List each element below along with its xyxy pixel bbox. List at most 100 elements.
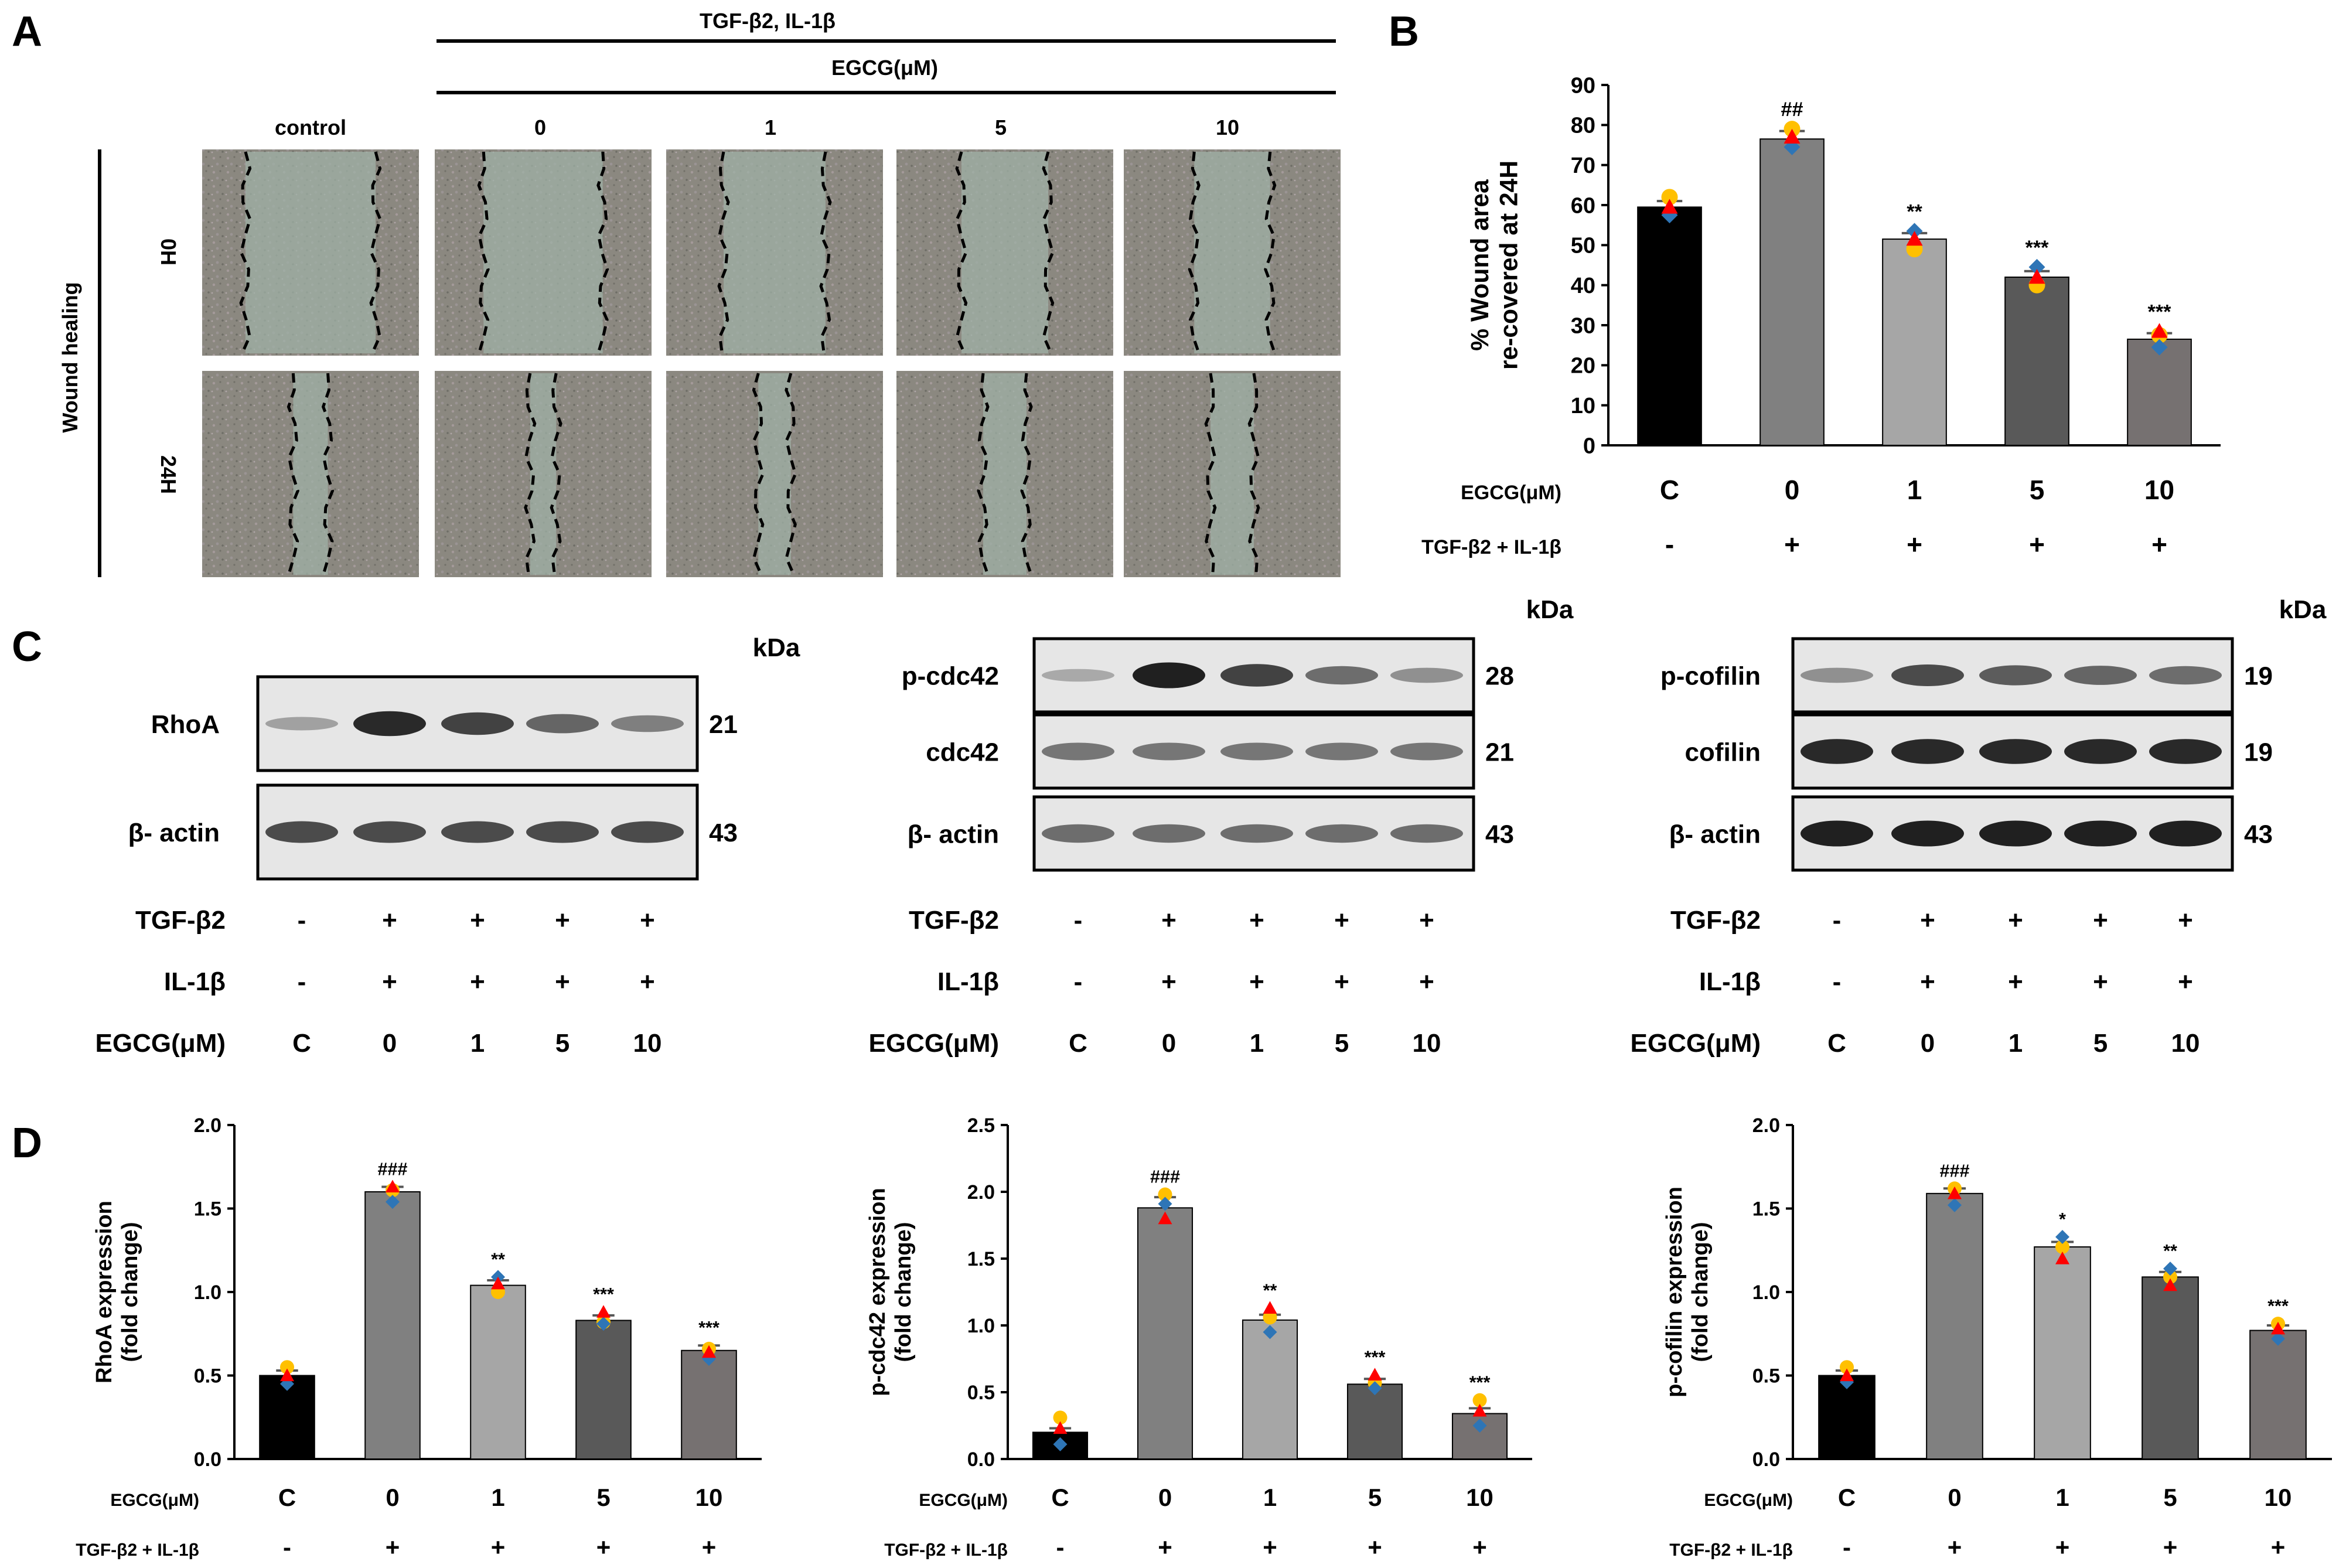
data-point-diamond xyxy=(596,1317,611,1331)
blot-band xyxy=(2064,820,2137,847)
data-point-diamond xyxy=(1158,1197,1172,1211)
wound-gap xyxy=(961,152,1048,353)
blot-band xyxy=(1220,824,1293,843)
row-label-24h: 24H xyxy=(156,455,180,494)
data-point-diamond xyxy=(1263,1325,1277,1339)
treatment-value: - xyxy=(1074,906,1083,935)
wound-gap xyxy=(245,152,376,353)
column-label-control: control xyxy=(275,115,346,139)
kda-header: kDa xyxy=(1526,595,1574,624)
blot-label: cdc42 xyxy=(926,738,999,767)
blot-band xyxy=(1979,665,2052,686)
blot-band xyxy=(1042,669,1114,682)
treatment-value: 5 xyxy=(1335,1029,1349,1058)
significance-label: ### xyxy=(1939,1161,1969,1181)
treatment-value: + xyxy=(470,906,485,935)
data-point-triangle xyxy=(491,1276,505,1290)
egcg-header: EGCG(μM) xyxy=(831,56,938,80)
category-label: 10 xyxy=(1466,1484,1493,1511)
blot-band xyxy=(1801,739,1873,764)
y-tick-label: 1.5 xyxy=(967,1248,995,1270)
category-label: 10 xyxy=(2144,475,2174,505)
category-label: 1 xyxy=(491,1484,504,1511)
data-point-circle xyxy=(2055,1240,2069,1255)
row-label-egcg: EGCG(μM) xyxy=(1704,1491,1793,1510)
y-tick-label: 0.0 xyxy=(1752,1448,1780,1471)
blot-label: p-cdc42 xyxy=(902,662,999,691)
blot-band xyxy=(1305,824,1378,843)
data-point-triangle xyxy=(1472,1403,1487,1417)
treatment-sign: + xyxy=(2055,1533,2070,1561)
bar-1 xyxy=(1242,1319,1298,1460)
blot-band xyxy=(2064,739,2137,764)
treatment-value: + xyxy=(1161,967,1177,996)
significance-label: ** xyxy=(491,1249,505,1269)
data-point-triangle xyxy=(1906,231,1923,246)
treatment-value: + xyxy=(555,906,570,935)
treatment-row-label: IL-1β xyxy=(164,967,226,996)
data-point-triangle xyxy=(1784,128,1801,144)
data-point-triangle xyxy=(1948,1186,1962,1199)
category-label: 5 xyxy=(596,1484,610,1511)
significance-label: ### xyxy=(1150,1167,1180,1187)
treatment-value: 10 xyxy=(2171,1029,2200,1058)
significance-label: *** xyxy=(1365,1347,1386,1367)
data-point-circle xyxy=(2163,1270,2177,1284)
treatment-sign: + xyxy=(702,1533,717,1561)
treatment-row-label: IL-1β xyxy=(937,967,999,996)
significance-label: ** xyxy=(2163,1241,2177,1261)
bar-0 xyxy=(1137,1207,1194,1460)
data-point-diamond xyxy=(2055,1229,2069,1244)
data-point-diamond xyxy=(2028,258,2045,275)
treatment-value: + xyxy=(382,906,397,935)
wound-gap xyxy=(724,152,826,353)
blot-band xyxy=(1042,824,1114,843)
significance-label: ** xyxy=(1263,1280,1277,1300)
wound-boundary xyxy=(239,151,382,354)
row-label-treatment: TGF-β2 + IL-1β xyxy=(1669,1540,1793,1560)
significance-label: ## xyxy=(1781,98,1803,121)
y-axis-label: % Wound area xyxy=(1466,179,1494,351)
kda-value: 19 xyxy=(2244,738,2273,767)
bar-C xyxy=(1818,1375,1876,1460)
data-point-circle xyxy=(280,1360,294,1375)
data-point-triangle xyxy=(2163,1278,2177,1291)
blot-band xyxy=(1305,742,1378,761)
treatment-value: + xyxy=(1249,906,1264,935)
row-label-egcg: EGCG(μM) xyxy=(919,1491,1008,1510)
data-point-triangle xyxy=(386,1180,400,1193)
category-label: C xyxy=(1838,1484,1856,1511)
data-point-triangle xyxy=(1158,1211,1172,1225)
category-label: 1 xyxy=(2055,1484,2069,1511)
treatment-sign: + xyxy=(2163,1533,2178,1561)
y-tick-label: 20 xyxy=(1571,354,1595,379)
category-label: 10 xyxy=(695,1484,723,1511)
y-tick-label: 30 xyxy=(1571,313,1595,338)
wound-gap xyxy=(983,373,1027,575)
treatment-sign: + xyxy=(2271,1533,2286,1561)
y-axis-label-sub: (fold change) xyxy=(1688,1222,1713,1362)
western-blot-panel: kDa RhoA 21 β- actin 43 TGF-β2 - + + + + IL-1β - + + + +… xyxy=(96,595,2327,1058)
y-tick-label: 60 xyxy=(1571,193,1595,218)
y-tick-label: 2.0 xyxy=(1752,1114,1780,1137)
wound-gap xyxy=(1194,152,1270,353)
category-label: 1 xyxy=(1263,1484,1277,1511)
y-tick-label: 1.0 xyxy=(194,1281,221,1304)
blot-label: RhoA xyxy=(151,710,220,739)
treatment-row-label: EGCG(μM) xyxy=(869,1029,999,1058)
data-point-diamond xyxy=(2163,1262,2177,1276)
treatment-value: + xyxy=(640,967,655,996)
row-label-treatment: TGF-β2 + IL-1β xyxy=(884,1540,1008,1560)
data-point-triangle xyxy=(2271,1321,2285,1335)
wound-gap xyxy=(758,373,791,575)
data-point-diamond xyxy=(386,1195,400,1209)
blot-band xyxy=(1305,666,1378,685)
kda-value: 21 xyxy=(1485,738,1514,767)
blot-band xyxy=(1133,824,1205,843)
wound-boundary xyxy=(717,151,832,354)
treatment-value: + xyxy=(470,967,485,996)
blot-band xyxy=(1390,824,1463,843)
panel-letter-c: C xyxy=(12,623,42,670)
data-point-diamond xyxy=(2271,1331,2285,1346)
wound-boundary xyxy=(477,151,609,354)
